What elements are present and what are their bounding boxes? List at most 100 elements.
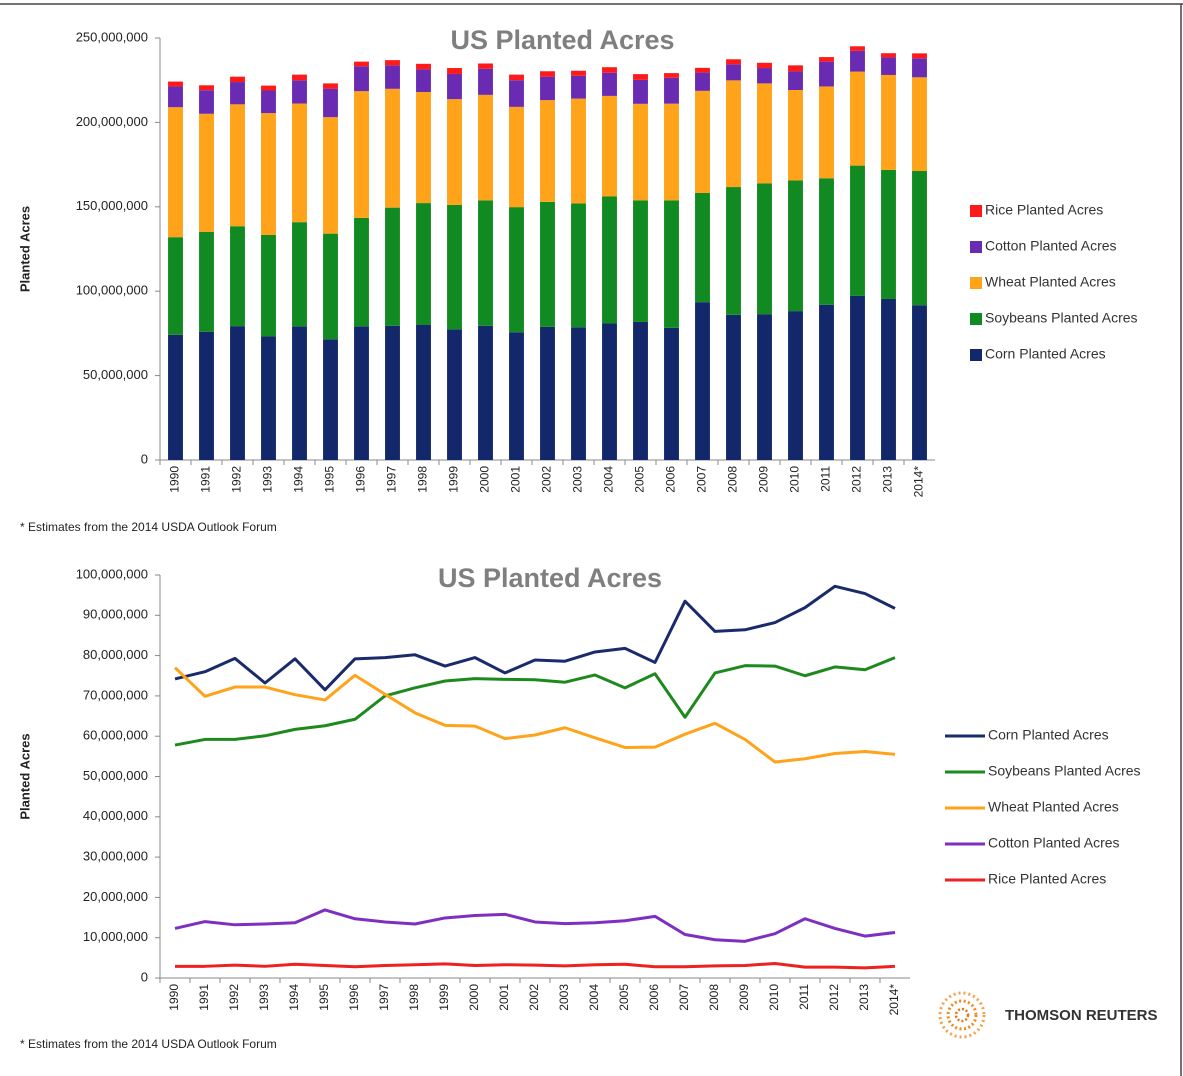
x-tick-label: 2006 bbox=[664, 466, 678, 493]
bar-segment bbox=[633, 321, 648, 460]
y-tick-label: 90,000,000 bbox=[83, 607, 148, 622]
logo-text: THOMSON REUTERS bbox=[1005, 1007, 1158, 1024]
bar-segment bbox=[168, 81, 183, 87]
legend-label: Rice Planted Acres bbox=[988, 871, 1106, 887]
bar-segment bbox=[199, 331, 214, 460]
x-tick-label: 1992 bbox=[227, 984, 241, 1011]
legend-label: Cotton Planted Acres bbox=[988, 835, 1120, 851]
x-tick-label: 1991 bbox=[199, 466, 213, 493]
bar-segment bbox=[323, 83, 338, 89]
bar-segment bbox=[695, 72, 710, 91]
logo-ring bbox=[954, 1007, 970, 1023]
legend-label: Rice Planted Acres bbox=[985, 202, 1103, 218]
chart-title: US Planted Acres bbox=[450, 25, 674, 55]
bar-segment bbox=[788, 89, 803, 181]
bar-segment bbox=[788, 180, 803, 312]
bar-segment bbox=[602, 72, 617, 96]
bar-segment bbox=[850, 165, 865, 296]
x-tick-label: 2005 bbox=[633, 466, 647, 493]
x-tick-label: 1998 bbox=[407, 984, 421, 1011]
bar-segment bbox=[199, 113, 214, 232]
bar-segment bbox=[695, 90, 710, 193]
bar-segment bbox=[354, 217, 369, 327]
bar-segment bbox=[726, 187, 741, 315]
x-tick-label: 2011 bbox=[797, 984, 811, 1010]
bar-segment bbox=[881, 53, 896, 58]
x-tick-label: 1995 bbox=[317, 984, 331, 1011]
bar-segment bbox=[447, 329, 462, 460]
legend-label: Soybeans Planted Acres bbox=[988, 763, 1141, 779]
bar-segment bbox=[509, 207, 524, 333]
bar-segment bbox=[230, 104, 245, 227]
x-tick-label: 2002 bbox=[527, 984, 541, 1011]
bar-segment bbox=[850, 50, 865, 72]
bar-segment bbox=[912, 171, 927, 306]
bar-segment bbox=[168, 237, 183, 335]
x-tick-label: 2000 bbox=[467, 984, 481, 1011]
bar-segment bbox=[323, 117, 338, 234]
x-tick-label: 1992 bbox=[230, 466, 244, 493]
legend-swatch bbox=[970, 277, 982, 289]
series-line bbox=[173, 666, 896, 764]
x-tick-label: 2006 bbox=[647, 984, 661, 1011]
bar-segment bbox=[695, 302, 710, 460]
legend-swatch bbox=[970, 349, 982, 361]
y-tick-label: 70,000,000 bbox=[83, 687, 148, 702]
bar-segment bbox=[881, 74, 896, 170]
legend-label: Corn Planted Acres bbox=[988, 727, 1109, 743]
bar-segment bbox=[447, 68, 462, 74]
y-tick-label: 150,000,000 bbox=[76, 198, 148, 213]
bar-segment bbox=[540, 326, 555, 460]
x-tick-label: 2004 bbox=[587, 984, 601, 1011]
series-line bbox=[174, 908, 896, 943]
y-tick-label: 100,000,000 bbox=[76, 283, 148, 298]
bar-segment bbox=[385, 65, 400, 89]
x-tick-label: 2014* bbox=[887, 984, 901, 1016]
bar-segment bbox=[664, 77, 679, 104]
bar-segment bbox=[447, 204, 462, 330]
x-tick-label: 1993 bbox=[261, 466, 275, 493]
bar-segment bbox=[292, 74, 307, 81]
x-tick-label: 2008 bbox=[707, 984, 721, 1011]
bar-segment bbox=[757, 62, 772, 69]
bar-segment bbox=[416, 69, 431, 93]
bar-segment bbox=[385, 60, 400, 66]
legend-label: Corn Planted Acres bbox=[985, 346, 1106, 362]
bar-segment bbox=[912, 58, 927, 78]
bar-segment bbox=[261, 113, 276, 235]
x-tick-label: 1991 bbox=[197, 984, 211, 1011]
y-axis-label: Planted Acres bbox=[17, 733, 32, 819]
x-tick-label: 2011 bbox=[819, 466, 833, 492]
bar-segment bbox=[540, 201, 555, 327]
x-tick-label: 1998 bbox=[416, 466, 430, 493]
bar-segment bbox=[819, 178, 834, 305]
bar-segment bbox=[633, 79, 648, 104]
footnote: * Estimates from the 2014 USDA Outlook F… bbox=[20, 520, 277, 534]
bar-segment bbox=[292, 222, 307, 327]
x-tick-label: 2012 bbox=[827, 984, 841, 1011]
bar-segment bbox=[323, 233, 338, 340]
y-tick-label: 50,000,000 bbox=[83, 367, 148, 382]
x-tick-label: 2009 bbox=[757, 466, 771, 493]
bar-segment bbox=[230, 326, 245, 460]
bar-segment bbox=[726, 314, 741, 460]
bar-segment bbox=[633, 103, 648, 201]
bar-segment bbox=[819, 304, 834, 460]
y-tick-label: 40,000,000 bbox=[83, 808, 148, 823]
bar-segment bbox=[230, 226, 245, 327]
x-tick-label: 2009 bbox=[737, 984, 751, 1011]
bar-segment bbox=[819, 61, 834, 87]
y-tick-label: 0 bbox=[141, 969, 148, 984]
bar-segment bbox=[571, 327, 586, 460]
bar-segment bbox=[540, 76, 555, 101]
bar-segment bbox=[695, 67, 710, 73]
bar-segment bbox=[354, 326, 369, 460]
bar-segment bbox=[757, 314, 772, 460]
y-tick-label: 200,000,000 bbox=[76, 114, 148, 129]
bar-segment bbox=[664, 103, 679, 201]
bar-segment bbox=[540, 100, 555, 202]
bar-segment bbox=[633, 200, 648, 322]
bar-segment bbox=[788, 71, 803, 90]
